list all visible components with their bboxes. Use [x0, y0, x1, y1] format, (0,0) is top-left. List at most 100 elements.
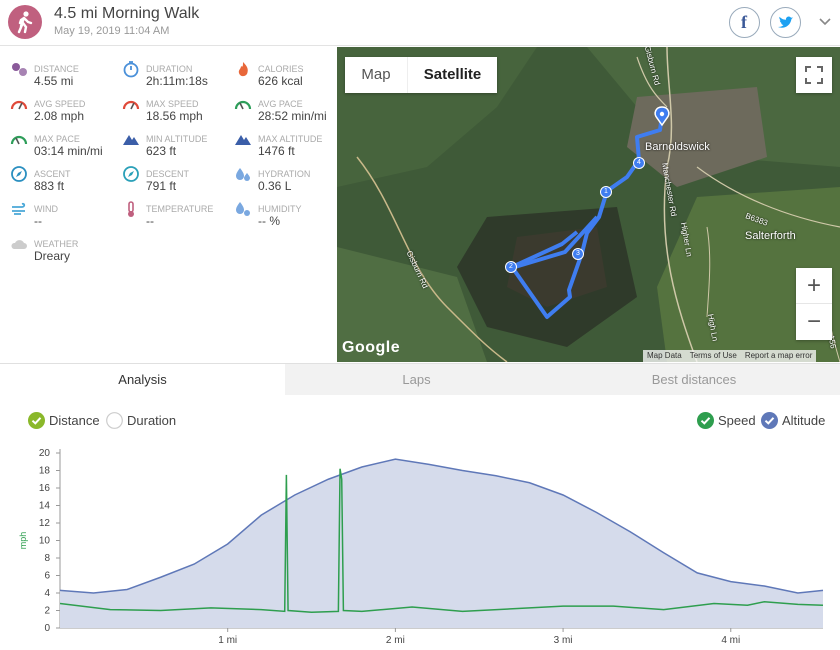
route-map[interactable]: Barnoldswick Salterforth Gisburn Rd Gisb… [337, 47, 840, 362]
x-tick-label: 1 mi [218, 635, 237, 646]
satellite-view-button[interactable]: Satellite [423, 66, 482, 83]
route-marker-start[interactable] [654, 106, 670, 127]
stat-max-pace: MAX PACE 03:14 min/mi [0, 124, 112, 158]
legend-distance[interactable]: Distance [28, 410, 100, 430]
terms-link[interactable]: Terms of Use [689, 351, 737, 360]
tab-laps[interactable]: Laps [402, 372, 431, 387]
stat-label: AVG SPEED [34, 99, 86, 109]
pace-icon [234, 100, 252, 110]
unchecked-icon [106, 411, 123, 429]
route-marker-4[interactable]: 4 [633, 157, 645, 169]
legend-duration-label: Duration [127, 412, 177, 428]
legend-distance-label: Distance [49, 412, 100, 428]
chevron-down-icon[interactable] [818, 15, 832, 29]
stat-distance: DISTANCE 4.55 mi [0, 54, 112, 88]
stat-label: MIN ALTITUDE [146, 134, 208, 144]
speed-line [59, 468, 824, 614]
y-tick-label: 14 [39, 501, 51, 512]
analysis-tabs: Analysis Laps Best distances [0, 363, 840, 396]
y-tick-label: 18 [39, 466, 51, 477]
stat-label: ASCENT [34, 169, 71, 179]
legend-altitude[interactable]: Altitude [761, 410, 825, 430]
compass-icon [11, 166, 27, 182]
fullscreen-button[interactable] [796, 57, 832, 93]
stat-value: 1476 ft [258, 144, 295, 158]
stat-max-speed: MAX SPEED 18.56 mph [112, 89, 224, 123]
map-data-link[interactable]: Map Data [647, 351, 682, 360]
stat-label: DISTANCE [34, 64, 79, 74]
route-marker-1[interactable]: 1 [600, 186, 612, 198]
altitude-line [59, 458, 824, 594]
place-label: Barnoldswick [645, 141, 710, 153]
stat-label: DURATION [146, 64, 193, 74]
checked-icon [28, 411, 45, 429]
zoom-control: + − [796, 268, 832, 340]
tab-best-distances[interactable]: Best distances [651, 372, 737, 387]
legend-speed-label: Speed [718, 412, 756, 428]
legend-altitude-label: Altitude [782, 412, 826, 428]
route-marker-2[interactable]: 2 [505, 261, 517, 273]
y-tick-label: 4 [44, 588, 50, 599]
y-tick-label: 8 [44, 553, 50, 564]
stopwatch-icon [123, 61, 139, 78]
stat-avg-pace: AVG PACE 28:52 min/mi [224, 89, 336, 123]
thermometer-icon [128, 201, 134, 217]
stat-avg-speed: AVG SPEED 2.08 mph [0, 89, 112, 123]
pace-icon [10, 135, 28, 145]
stat-value: 2h:11m:18s [146, 74, 208, 88]
drops-icon [236, 168, 250, 181]
stat-label: WEATHER [34, 239, 79, 249]
zoom-out-button[interactable]: − [806, 308, 821, 335]
x-tick-label: 4 mi [721, 635, 740, 646]
legend-speed[interactable]: Speed [697, 410, 756, 430]
stat-label: AVG PACE [258, 99, 303, 109]
stat-value: -- % [258, 214, 280, 228]
twitter-share-button[interactable] [770, 7, 801, 38]
map-view-button[interactable]: Map [345, 57, 408, 93]
stat-value: Dreary [34, 249, 71, 263]
y-tick-label: 2 [44, 606, 50, 617]
mountain-icon [235, 135, 251, 145]
satellite-map-image [337, 47, 840, 362]
tab-analysis[interactable]: Analysis [0, 364, 285, 396]
stat-value: 626 kcal [258, 74, 303, 88]
activity-header: 4.5 mi Morning Walk May 19, 2019 11:04 A… [0, 0, 840, 46]
zoom-in-button[interactable]: + [796, 268, 832, 304]
map-type-toggle: Map Satellite [345, 57, 497, 93]
stat-value: 623 ft [146, 144, 177, 158]
facebook-share-button[interactable]: f [729, 7, 760, 38]
y-tick-label: 0 [44, 623, 50, 634]
speedometer-icon [122, 100, 140, 110]
stat-weather: WEATHER Dreary [0, 229, 112, 263]
legend-duration[interactable]: Duration [106, 410, 176, 430]
y-tick-label: 16 [39, 483, 51, 494]
checked-icon [697, 411, 714, 429]
cloud-icon [11, 240, 27, 249]
place-label: Salterforth [745, 230, 796, 242]
speed-altitude-chart[interactable]: 0 2 4 6 8 10 12 14 16 18 20 1 mi 2 mi 3 mi 4 mi mph [0, 440, 840, 650]
route-icon [12, 63, 27, 76]
stat-value: -- [34, 214, 42, 228]
flame-icon [238, 62, 248, 77]
stat-value: -- [146, 214, 154, 228]
y-tick-label: 6 [44, 571, 50, 582]
x-tick-label: 3 mi [554, 635, 573, 646]
stat-descent: DESCENT 791 ft [112, 159, 224, 193]
facebook-icon: f [741, 12, 747, 32]
stat-value: 883 ft [34, 179, 65, 193]
walking-icon [8, 5, 42, 39]
twitter-icon [778, 16, 793, 28]
report-error-link[interactable]: Report a map error [744, 351, 813, 360]
stat-calories: CALORIES 626 kcal [224, 54, 336, 88]
activity-date: May 19, 2019 11:04 AM [54, 25, 170, 37]
stat-max-altitude: MAX ALTITUDE 1476 ft [224, 124, 336, 158]
route-marker-3[interactable]: 3 [572, 248, 584, 260]
stats-panel: DISTANCE 4.55 mi DURATION 2h:11m:18s CAL… [0, 47, 337, 362]
stat-wind: WIND -- [0, 194, 112, 228]
stat-label: WIND [34, 204, 58, 214]
stat-label: MAX PACE [34, 134, 80, 144]
stat-duration: DURATION 2h:11m:18s [112, 54, 224, 88]
stat-label: DESCENT [146, 169, 190, 179]
stat-value: 791 ft [146, 179, 177, 193]
stat-value: 18.56 mph [146, 109, 203, 123]
